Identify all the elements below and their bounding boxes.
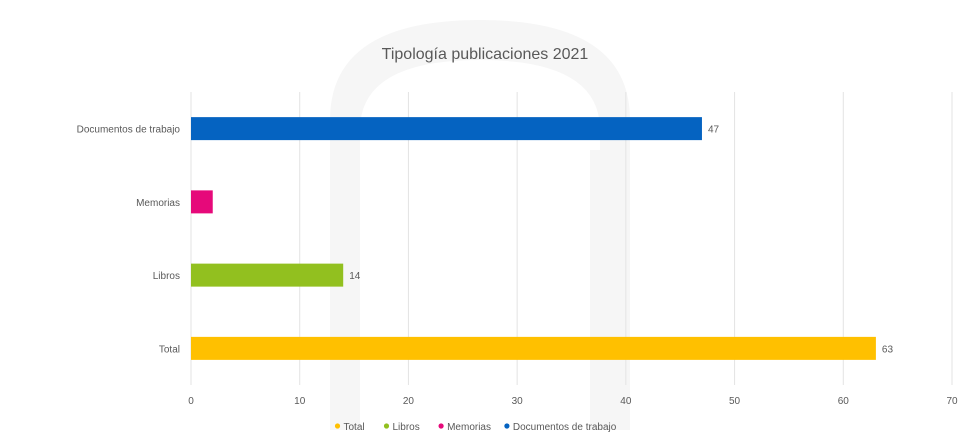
labels: 0 10 20 30 40 50 60 70 Total 63 Libros 14 Memorias Do… (77, 125, 958, 407)
category-label: Total (159, 344, 180, 355)
legend: Total Libros Memorias Documentos de trabajo (334, 422, 617, 433)
data-label: 63 (882, 344, 894, 355)
legend-label: Documentos de trabajo (513, 422, 617, 433)
legend-marker (504, 423, 510, 429)
watermark-logo (330, 20, 630, 430)
x-tick-label: 40 (620, 396, 632, 407)
bar-total (191, 336, 876, 360)
category-label: Memorias (136, 198, 180, 209)
legend-marker (334, 423, 341, 429)
x-tick-label: 0 (188, 396, 194, 407)
x-tick-label: 50 (729, 396, 741, 407)
x-tick-label: 70 (946, 396, 958, 407)
x-tick-label: 60 (838, 396, 850, 407)
x-tick-label: 10 (294, 396, 306, 407)
legend-label: Total (344, 422, 365, 433)
bar-memorias (191, 190, 213, 214)
x-tick-label: 30 (512, 396, 524, 407)
data-label: 47 (708, 125, 720, 136)
data-label: 14 (349, 271, 361, 282)
bar-documentos-de-trabajo (191, 117, 702, 141)
legend-marker (383, 423, 390, 429)
gridlines (190, 92, 953, 385)
legend-marker (438, 423, 444, 429)
x-tick-label: 20 (403, 396, 415, 407)
category-label: Libros (153, 271, 180, 282)
chart-title: Tipología publicaciones 2021 (382, 46, 589, 63)
legend-label: Libros (393, 422, 420, 433)
bar-libros (191, 263, 344, 287)
legend-label: Memorias (447, 422, 491, 433)
category-label: Documentos de trabajo (77, 125, 181, 136)
bars (191, 117, 876, 360)
